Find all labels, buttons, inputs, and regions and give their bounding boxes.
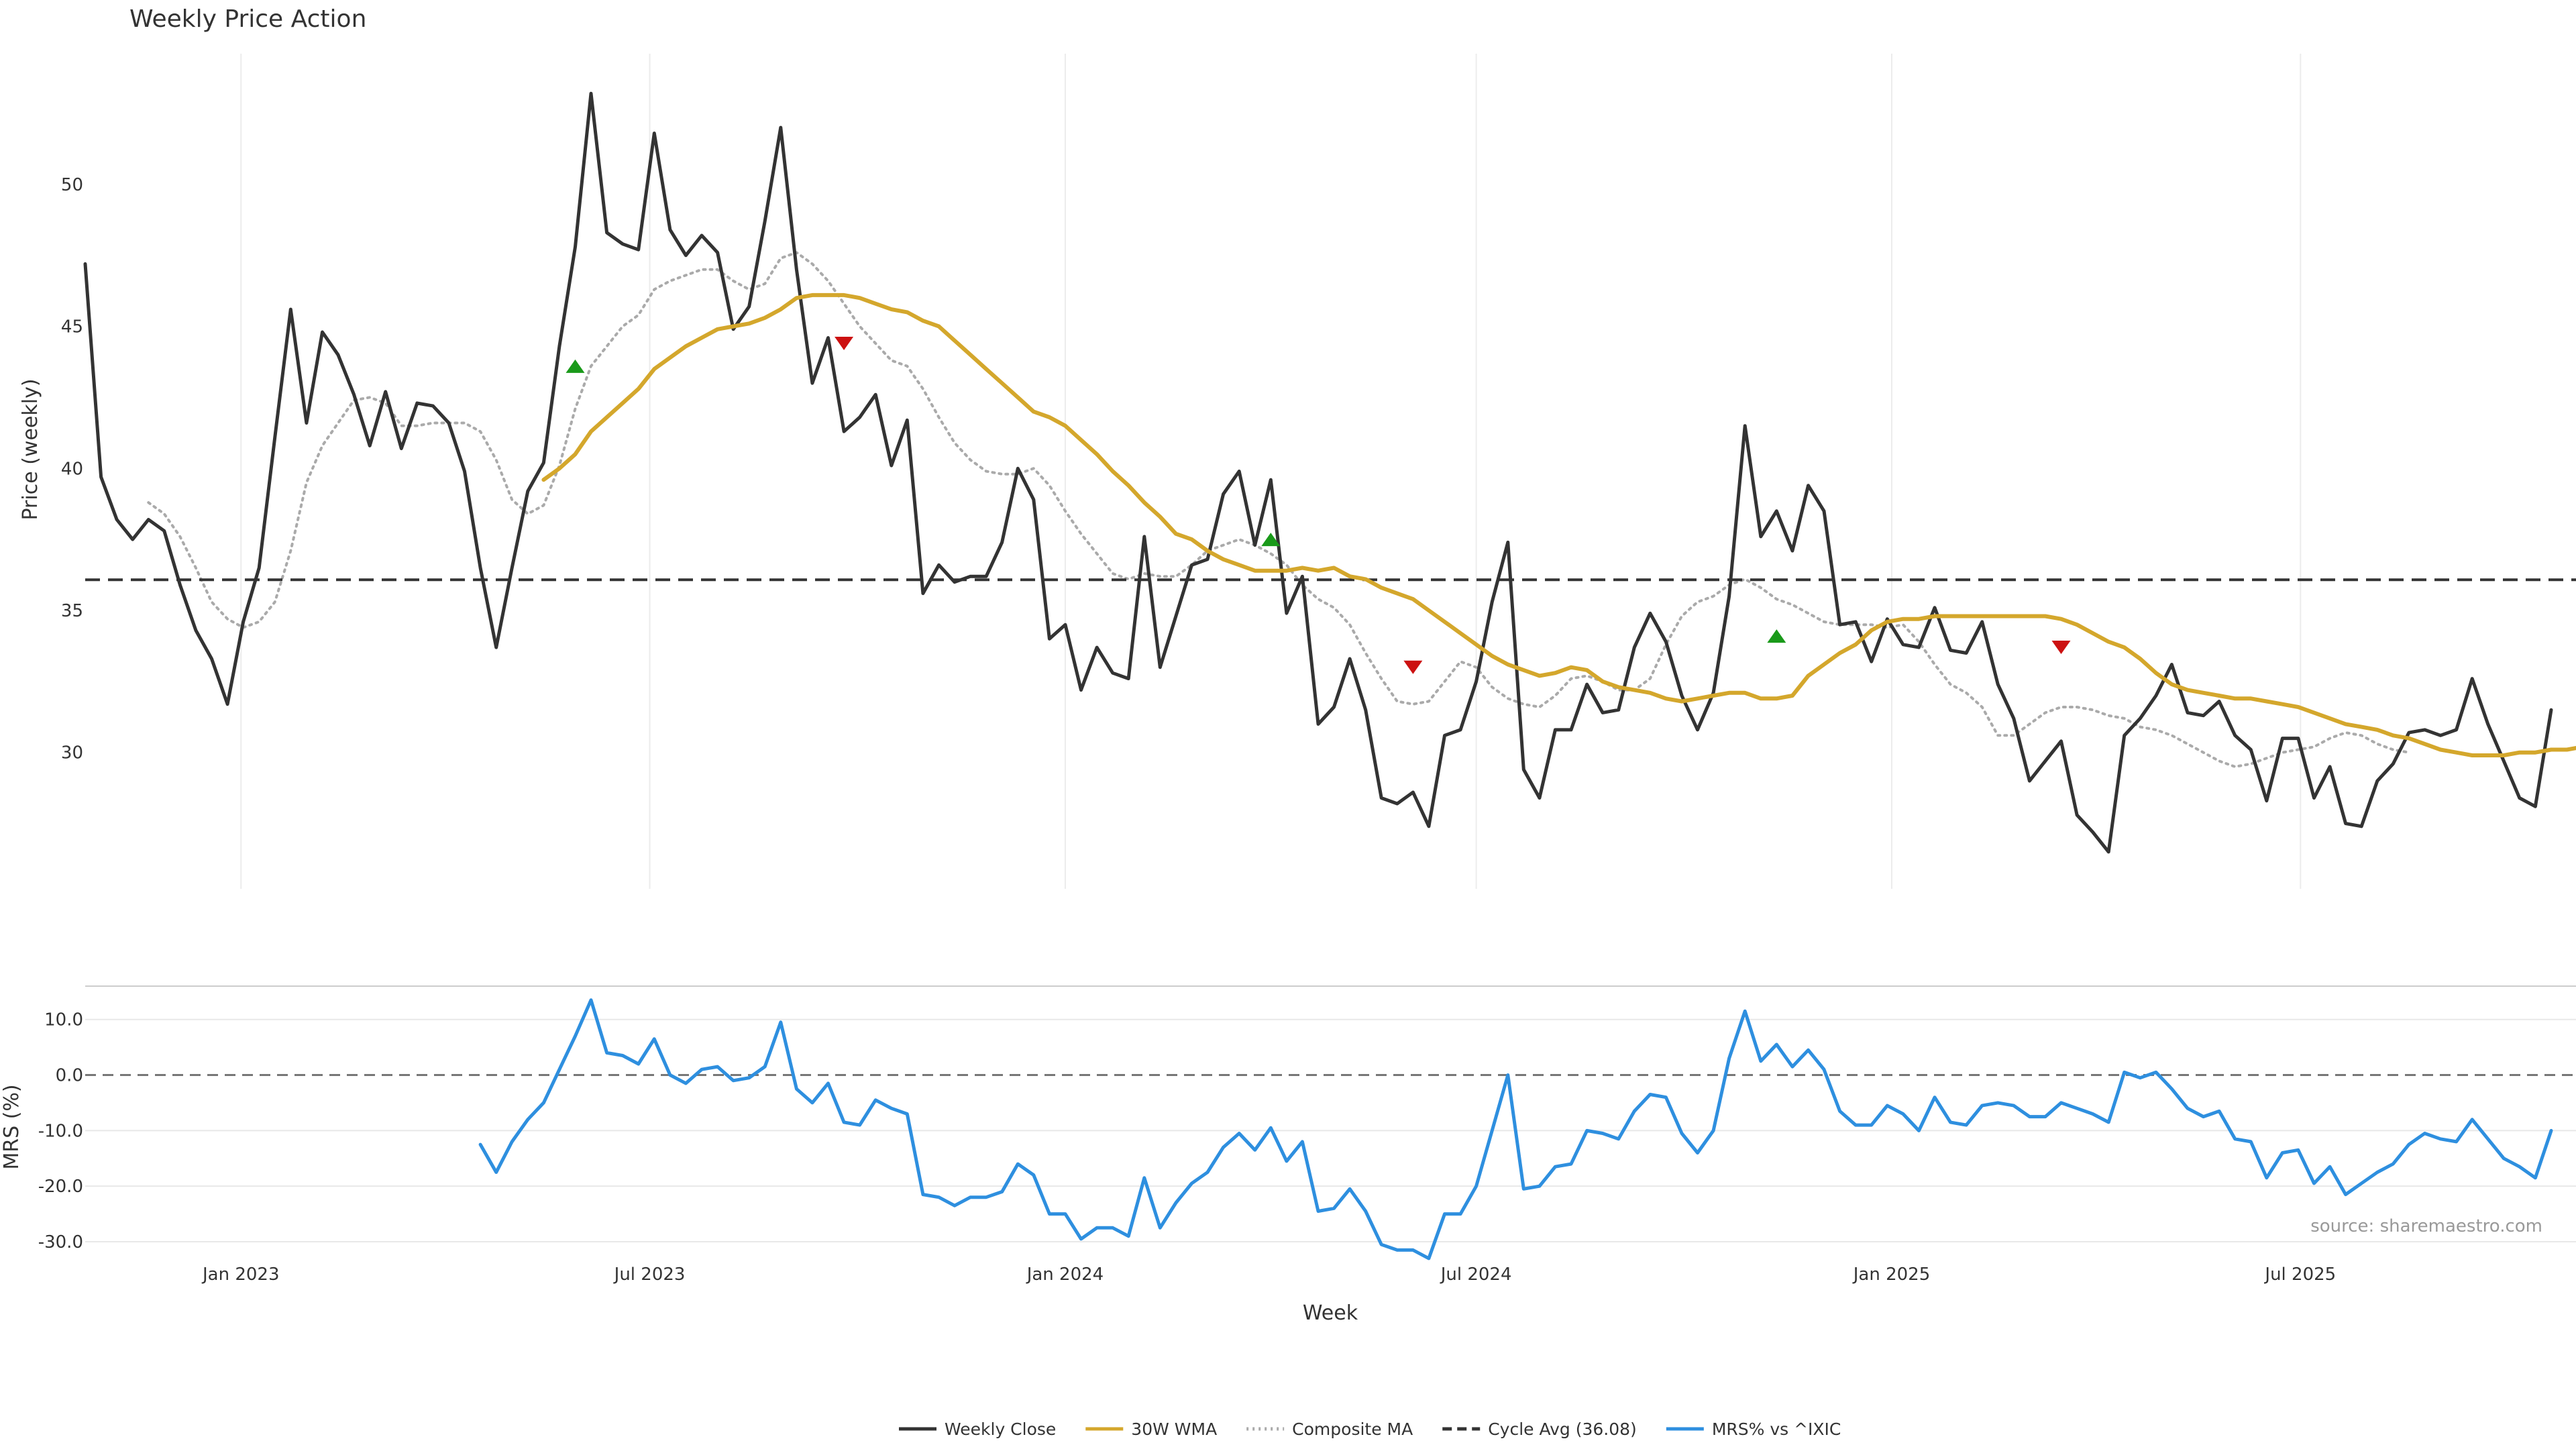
x-ticks: Jan 2023 Jul 2023 Jan 2024 Jul 2024 Jan 2025…	[201, 1265, 2336, 1285]
buy-signal-marker	[566, 359, 585, 373]
mrs-y-tick-label: -30.0	[38, 1232, 83, 1252]
mrs-y-tick-label: -20.0	[38, 1177, 83, 1197]
x-tick-label: Jan 2025	[1852, 1265, 1931, 1285]
x-tick-label: Jul 2025	[2263, 1265, 2336, 1285]
x-tick-label: Jan 2023	[201, 1265, 280, 1285]
mrs-y-tick-label: 10.0	[44, 1010, 83, 1030]
sell-signal-marker	[1403, 660, 1423, 674]
signal-markers	[566, 336, 2071, 674]
price-y-ticks: 30 35 40 45 50	[61, 175, 83, 763]
source-label: source: sharemaestro.com	[2310, 1216, 2542, 1236]
price-y-tick-label: 30	[61, 743, 83, 763]
legend: Weekly Close 30W WMA Composite MA Cycle Avg…	[899, 1419, 1841, 1439]
buy-signal-marker	[1261, 533, 1281, 547]
price-y-axis-title: Price (weekly)	[19, 378, 42, 520]
x-tick-label: Jan 2024	[1026, 1265, 1104, 1285]
price-y-tick-label: 40	[61, 459, 83, 479]
price-y-tick-label: 35	[61, 601, 83, 621]
mrs-series-group	[478, 998, 2553, 1260]
buy-signal-marker	[1767, 629, 1786, 643]
mrs-line	[478, 998, 2553, 1260]
price-y-tick-label: 50	[61, 175, 83, 195]
mrs-y-ticks: 10.0 0.0 -10.0 -20.0 -30.0	[38, 1010, 83, 1252]
sell-signal-marker	[2051, 641, 2071, 655]
legend-item-label: MRS% vs ^IXIC	[1712, 1419, 1841, 1439]
x-axis-title: Week	[1303, 1301, 1358, 1325]
legend-item-label: Composite MA	[1292, 1419, 1413, 1439]
weekly-close-line	[83, 91, 2553, 854]
chart-title: Weekly Price Action	[129, 5, 366, 33]
price-y-tick-label: 45	[61, 317, 83, 337]
wma-30w-line	[541, 292, 2576, 757]
composite-ma-line	[147, 251, 2410, 768]
legend-item-label: 30W WMA	[1131, 1419, 1217, 1439]
mrs-y-axis-title: MRS (%)	[0, 1084, 23, 1169]
price-gridlines	[240, 54, 2302, 889]
mrs-y-tick-label: 0.0	[56, 1066, 83, 1086]
x-tick-label: Jul 2023	[613, 1265, 686, 1285]
price-series-group	[83, 91, 2576, 854]
legend-item-label: Cycle Avg (36.08)	[1488, 1419, 1637, 1439]
sell-signal-marker	[835, 336, 854, 350]
legend-item-label: Weekly Close	[945, 1419, 1056, 1439]
mrs-y-tick-label: -10.0	[38, 1121, 83, 1141]
mrs-gridlines	[85, 985, 2576, 1243]
x-tick-label: Jul 2024	[1440, 1265, 1512, 1285]
